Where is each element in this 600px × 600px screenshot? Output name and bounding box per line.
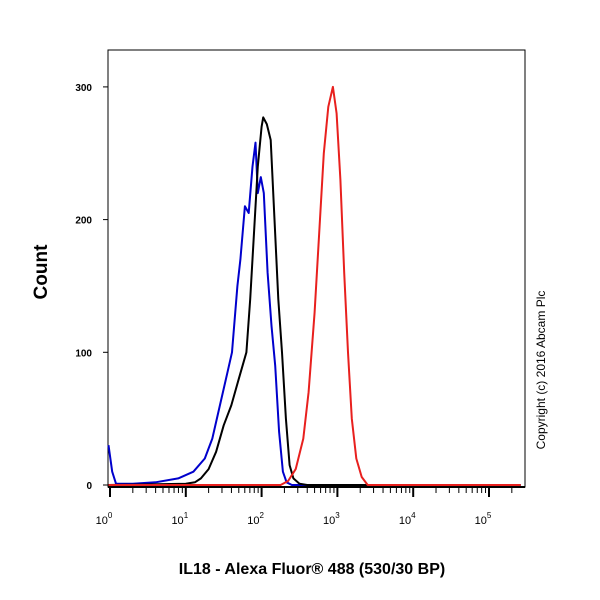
x-tick-label: 104 xyxy=(399,511,416,527)
x-tick-base: 10 xyxy=(96,515,108,527)
x-axis-label: IL18 - Alexa Fluor® 488 (530/30 BP) xyxy=(179,561,445,578)
y-axis-label: Count xyxy=(31,244,52,300)
x-tick-base: 10 xyxy=(475,515,487,527)
x-tick-base: 10 xyxy=(247,515,259,527)
x-tick-label: 100 xyxy=(96,511,113,527)
x-tick-base: 10 xyxy=(171,515,183,527)
y-ticks: 0 100 200 300 xyxy=(75,83,108,492)
x-tick-label: 105 xyxy=(475,511,492,527)
y-tick-label: 300 xyxy=(75,83,92,94)
x-tick-exponent: 4 xyxy=(411,511,416,520)
y-tick-label: 100 xyxy=(75,348,92,359)
x-tick-exponent: 3 xyxy=(335,511,340,520)
series-layer xyxy=(107,85,521,486)
series-line-2 xyxy=(108,85,521,486)
series-line-0 xyxy=(107,141,521,486)
x-tick-label: 102 xyxy=(247,511,264,527)
x-tick-base: 10 xyxy=(399,515,411,527)
x-tick-base: 10 xyxy=(323,515,335,527)
series-line-1 xyxy=(108,116,521,486)
x-tick-exponent: 0 xyxy=(108,511,113,520)
y-tick-label: 200 xyxy=(75,216,92,227)
x-tick-exponent: 1 xyxy=(184,511,189,520)
x-tick-exponent: 2 xyxy=(259,511,264,520)
y-tick-label: 0 xyxy=(86,481,92,492)
x-tick-exponent: 5 xyxy=(487,511,492,520)
copyright-annotation: Copyright (c) 2016 Abcam Plc xyxy=(534,291,548,450)
x-ticks: 100 101 102 103 104 105 xyxy=(96,487,513,527)
x-tick-label: 101 xyxy=(171,511,188,527)
x-tick-label: 103 xyxy=(323,511,340,527)
